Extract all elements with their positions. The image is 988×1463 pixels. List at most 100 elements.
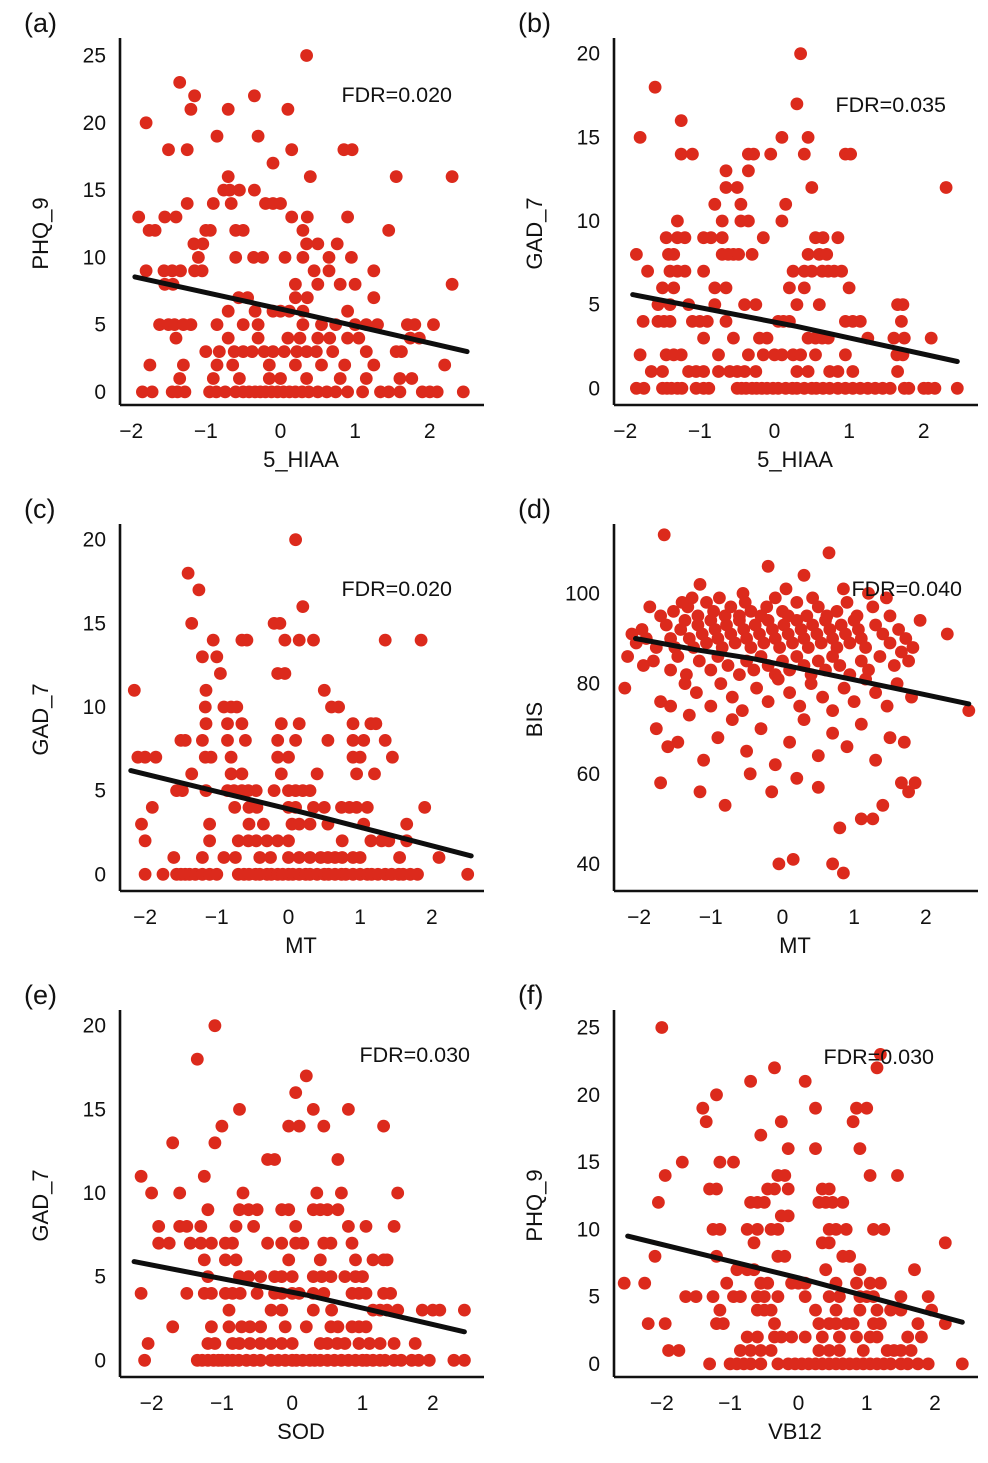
scatter-point: [221, 717, 234, 731]
scatter-point: [876, 798, 890, 812]
scatter-point: [822, 1182, 836, 1196]
scatter-point: [674, 348, 688, 362]
scatter-point: [242, 1270, 256, 1283]
scatter-point: [863, 1276, 877, 1290]
scatter-point: [797, 568, 811, 582]
scatter-point: [331, 1153, 345, 1166]
fdr-annotation: FDR=0.035: [835, 93, 946, 117]
scatter-point: [158, 210, 172, 224]
scatter-point: [222, 1303, 236, 1317]
scatter-point: [210, 358, 224, 372]
scatter-point: [712, 348, 725, 362]
scatter-point: [342, 1220, 355, 1233]
scatter-point: [902, 785, 915, 799]
scatter-point: [199, 345, 213, 358]
scatter-point: [887, 331, 901, 345]
scatter-point: [173, 372, 187, 385]
scatter-point: [772, 857, 786, 871]
y-tick-label: 10: [83, 1182, 106, 1205]
panel-b-chart: 0 5 10 15 20 −2 −1 0 1 2 5_HIAA GAD_7 FDR=0.035: [494, 0, 988, 491]
scatter-point: [346, 717, 360, 731]
scatter-point: [236, 1186, 250, 1200]
scatter-point: [757, 1290, 771, 1303]
scatter-point: [938, 1236, 952, 1250]
scatter-point: [198, 700, 212, 714]
scatter-point: [386, 750, 399, 764]
scatter-point: [781, 1182, 795, 1196]
y-tick-label: 60: [577, 763, 600, 786]
scatter-point: [307, 633, 320, 647]
scatter-point: [835, 264, 848, 278]
scatter-point: [389, 170, 403, 184]
scatter-point: [199, 717, 213, 731]
scatter-point: [667, 605, 680, 618]
scatter-point: [187, 237, 201, 251]
scatter-points: [617, 1021, 969, 1371]
y-axis-label: GAD_7: [28, 1169, 53, 1241]
scatter-point: [166, 1320, 180, 1334]
scatter-point: [689, 1290, 703, 1303]
scatter-point: [715, 231, 729, 245]
scatter-point: [761, 1276, 775, 1290]
scatter-point: [955, 1357, 969, 1371]
scatter-point: [249, 834, 263, 848]
scatter-point: [322, 251, 336, 264]
scatter-point: [962, 704, 976, 717]
scatter-point: [757, 1196, 771, 1209]
scatter-point: [675, 596, 689, 609]
scatter-point: [896, 298, 910, 311]
scatter-point: [874, 1276, 887, 1290]
scatter-point: [847, 695, 861, 708]
scatter-point: [837, 866, 850, 880]
scatter-point: [738, 365, 751, 378]
scatter-point: [939, 181, 953, 194]
y-tick-label: 5: [588, 1286, 600, 1309]
scatter-point: [773, 641, 786, 654]
scatter-point: [307, 264, 321, 278]
scatter-point: [271, 734, 285, 747]
scatter-point: [744, 605, 758, 618]
trend-line: [131, 1259, 467, 1335]
scatter-point: [678, 677, 692, 690]
x-tick-label: −2: [627, 906, 651, 929]
scatter-point: [377, 1119, 390, 1133]
scatter-point: [786, 853, 800, 866]
scatter-point: [169, 210, 183, 224]
scatter-point: [768, 1317, 781, 1330]
scatter-point: [790, 298, 804, 311]
scatter-point: [341, 304, 354, 318]
scatter-point: [678, 264, 692, 278]
scatter-point: [132, 210, 146, 224]
scatter-point: [840, 596, 854, 609]
scatter-point: [261, 1236, 274, 1250]
panel-f: (f) 0 5 10 15 20 25 −2 −1 0 1 2 VB12 PHQ_9 FDR=0.030: [494, 972, 988, 1458]
trend-line: [633, 636, 972, 707]
scatter-point: [445, 277, 459, 291]
scatter-point: [721, 659, 735, 672]
scatter-point: [257, 817, 270, 831]
scatter-point: [253, 851, 267, 864]
scatter-point: [285, 1270, 299, 1283]
scatter-point: [794, 47, 807, 61]
scatter-point: [854, 812, 868, 826]
scatter-point: [874, 1048, 887, 1061]
panel-c-svg: 0 5 10 15 20 −2 −1 0 1 2 MT GAD_7 FDR=0.020: [28, 524, 484, 958]
scatter-point: [183, 1236, 197, 1250]
scatter-point: [329, 385, 343, 399]
scatter-point: [756, 231, 770, 245]
scatter-point: [793, 699, 807, 713]
scatter-point: [906, 641, 920, 654]
scatter-point: [205, 1236, 218, 1250]
fdr-annotation: FDR=0.020: [341, 83, 452, 107]
y-tick-label: 5: [588, 294, 600, 317]
scatter-point: [233, 1203, 246, 1217]
scatter-point: [751, 1330, 764, 1344]
scatter-point: [292, 817, 306, 831]
x-tick-label: 0: [793, 1392, 805, 1415]
scatter-points: [127, 533, 475, 881]
scatter-point: [637, 381, 651, 395]
scatter-point: [209, 385, 223, 399]
scatter-point: [820, 248, 834, 261]
scatter-point: [671, 214, 684, 228]
scatter-point: [811, 749, 825, 763]
